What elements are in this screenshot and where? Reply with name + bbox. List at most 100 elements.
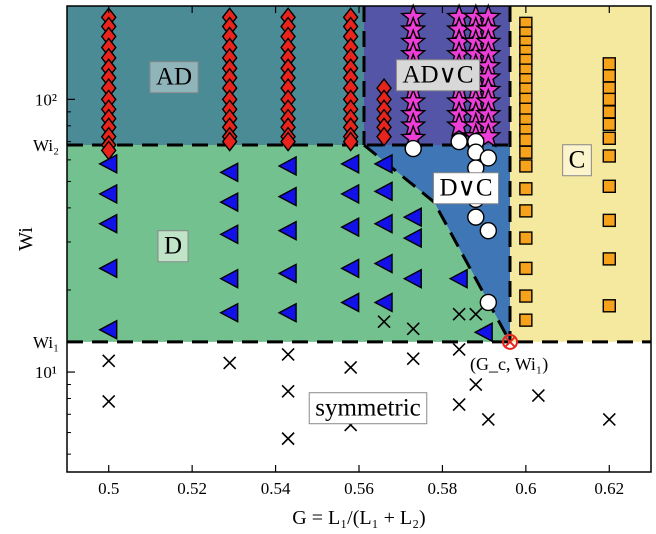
x-axis-title: G = L₁/(L₁ + L₂) [292,507,425,529]
cross-marker [102,354,116,368]
region-label-adorc: AD∨C [395,59,481,92]
y-tick-label: 10² [35,90,57,109]
triangle-marker [340,216,360,238]
triangle-marker [402,227,422,249]
square-marker [519,313,533,327]
square-marker [519,133,533,147]
triangle-marker [277,220,297,241]
region-label-c: C [562,144,592,177]
triangle-marker [373,153,393,175]
svg-text:D∨C: D∨C [439,175,492,202]
triangle-marker [448,268,468,289]
region-label-d: D [157,230,189,263]
square-marker [602,117,616,132]
triangle-marker [373,213,393,234]
cross-marker [481,412,495,427]
cross-marker [406,352,420,366]
x-tick-label: 0.56 [344,479,374,498]
triangle-marker [277,186,297,207]
svg-text:symmetric: symmetric [315,395,421,422]
x-tick-label: 0.54 [261,479,291,498]
triangle-marker [402,206,422,228]
triangle-marker [219,224,239,245]
circle-marker [479,149,498,167]
cross-marker [452,342,466,357]
square-marker [602,179,616,193]
x-tick-label: 0.52 [177,479,207,498]
cross-marker [281,384,295,398]
square-marker [519,159,533,173]
triangle-marker [373,181,393,202]
triangle-marker [340,183,360,205]
cross-marker [452,397,466,412]
x-tick-label: 0.58 [428,479,458,498]
x-tick-label: 0.6 [515,479,536,498]
triangle-marker [219,268,239,289]
triangle-marker [98,213,118,234]
square-marker [602,213,616,228]
axes-layer: 0.5 0.52 0.54 0.56 0.58 0.6 0.62 10¹ 10² Wi₂ Wi₁ G … [15,5,652,529]
y-axis-title: Wi [15,227,37,251]
square-marker [602,57,616,71]
cross-marker [531,388,545,403]
cross-marker [281,432,295,446]
diamond-marker [280,131,296,152]
cross-marker [102,394,116,409]
square-marker [602,252,616,266]
triangle-marker [402,268,422,289]
cross-marker [223,356,237,370]
critical-point-marker [502,333,519,350]
triangle-marker [219,191,239,213]
triangle-marker [219,302,239,323]
region-label-dorc: D∨C [432,172,500,205]
threshold-tick-label: Wi₂ [33,136,59,155]
square-marker [602,81,616,95]
circle-marker [450,132,468,151]
triangle-marker [340,153,360,175]
square-marker [519,231,533,245]
square-marker [602,131,616,145]
cross-marker [406,322,420,336]
circle-marker [479,293,498,312]
circle-marker [404,139,422,158]
diamond-marker [376,126,392,147]
svg-text:AD: AD [156,64,192,91]
circle-marker [467,208,485,226]
triangle-marker [219,162,239,183]
cross-marker [469,307,483,321]
cross-marker [281,347,295,362]
svg-text:AD∨C: AD∨C [402,62,473,89]
square-marker [602,69,616,83]
x-tick-label: 0.62 [594,479,624,498]
triangle-marker [340,292,360,313]
triangle-marker [98,153,118,175]
cross-marker [377,315,391,329]
threshold-tick-label: Wi₁ [33,333,59,352]
triangle-marker [373,292,393,313]
critical-point-label: (G_c, Wi₁) [470,354,548,375]
cross-marker [344,360,358,374]
square-marker [519,204,533,218]
region-label-ad: AD [149,61,199,94]
region-d [67,145,511,342]
square-marker [519,289,533,303]
triangle-marker [98,319,118,340]
circle-marker [479,221,498,240]
triangle-marker [373,253,393,274]
square-marker [519,261,533,276]
region-label-symmetric: symmetric [308,392,428,425]
triangle-marker [473,322,493,343]
cross-marker [602,412,616,427]
square-marker [519,182,533,196]
diamond-marker [342,131,359,152]
triangle-marker [98,258,118,279]
square-marker [602,149,616,163]
square-marker [602,105,616,119]
triangle-marker [277,263,297,284]
diamond-marker [221,131,238,152]
svg-text:D: D [164,233,182,260]
triangle-marker [277,155,297,177]
svg-text:C: C [569,147,586,174]
